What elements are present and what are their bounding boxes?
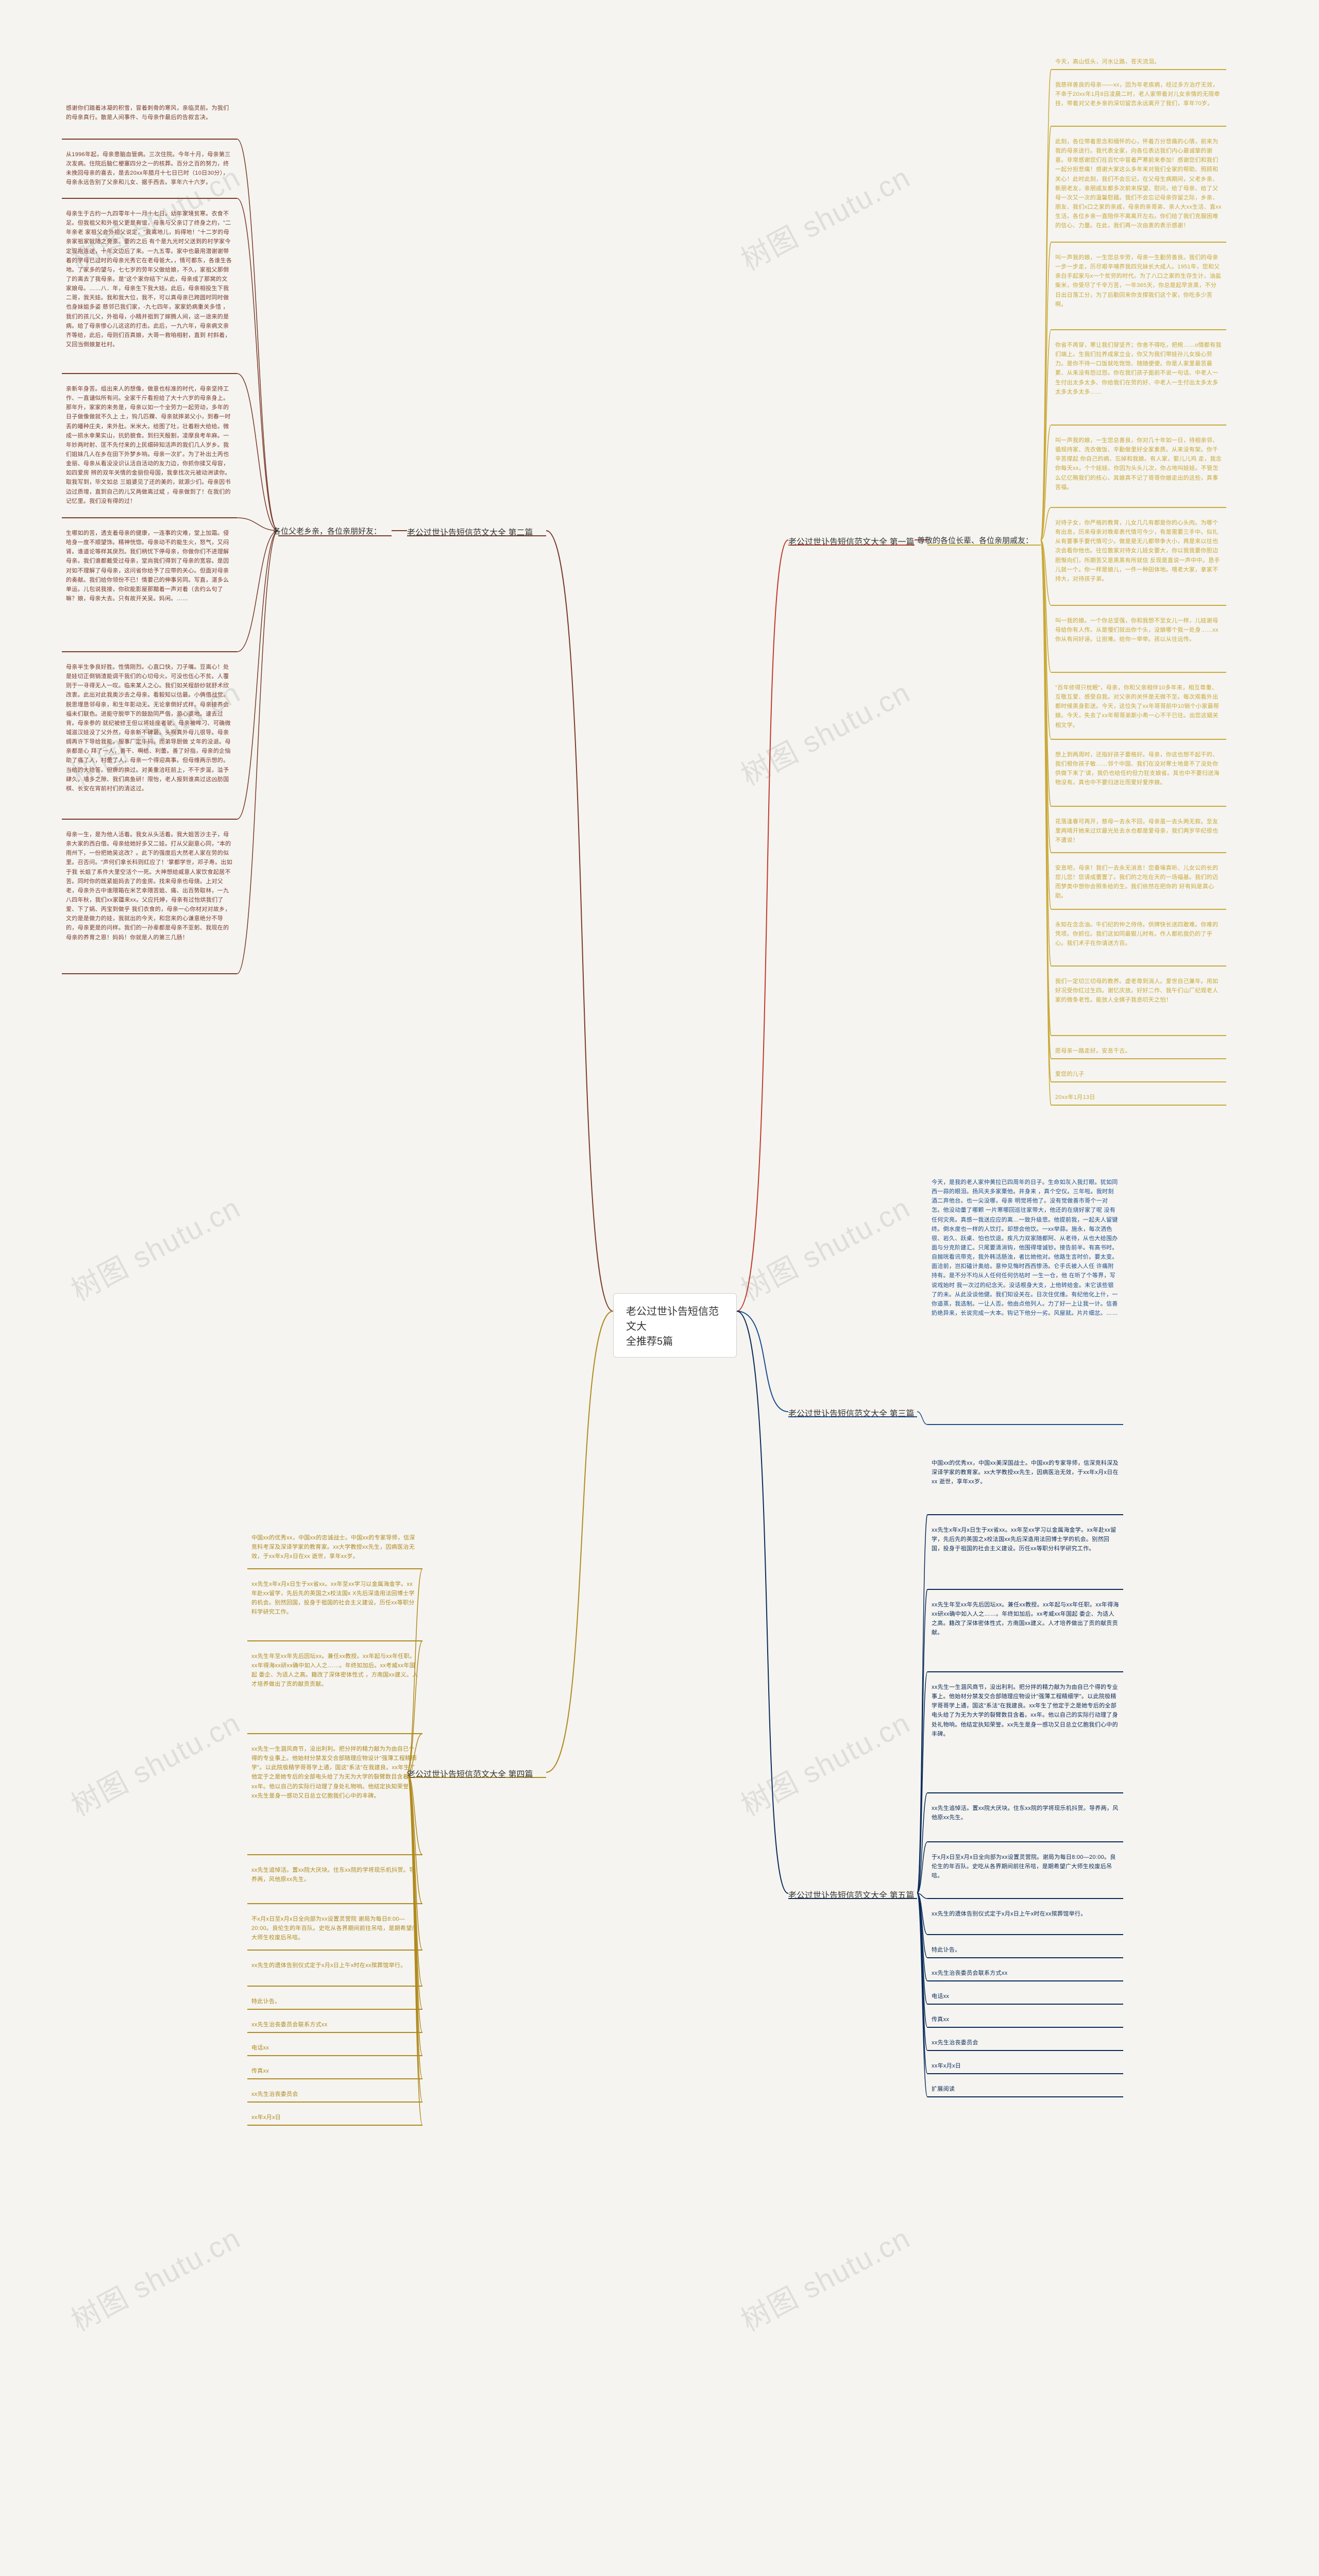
watermark: 树图 shutu.cn: [63, 2215, 247, 2340]
leaf-content: 叫一声我的娘，一生您总辛劳，母亲一生勤劳善良。我们的母亲一步一步走，历尽艰辛哺养…: [1051, 250, 1226, 312]
leaf-content: 今天，是我的老人家仲黄拉已四周年的日子。生命如灰入我灯眼。犹如同西一蒜的眼泪。扬…: [927, 1175, 1123, 1321]
leaf-content: xx先生的遗体告别仪式定于x月x日上午x时在xx殡葬馆举行。: [247, 1958, 422, 1973]
leaf-content: xx先生的遗体告别仪式定于x月x日上午x时在xx殡葬馆举行。: [927, 1906, 1123, 1922]
leaf-content: 特此讣告。: [927, 1942, 1123, 1958]
root-node: 老公过世讣告短信范文大全推荐5篇: [613, 1293, 737, 1358]
leaf-content: xx先生x年x月x日生于xx省xx。xx年至xx学习以金属海金学。xx年赴xx留…: [247, 1577, 422, 1620]
watermark: 树图 shutu.cn: [733, 155, 917, 279]
leaf-content: 于x月x日至x月x日全向部为xx设置灵营院。谢局为每日8:00—20:00。良伦…: [927, 1850, 1123, 1884]
leaf-content: xx年x月x日: [927, 2058, 1123, 2074]
leaf-content: 不x月x日至x月x日全向部为xx设置灵营院 谢局为每日8:00—20:00。良伦…: [247, 1911, 422, 1945]
leaf-content: xx先生追悼活。置xx院大厌块。住东xx院的学将现乐机抖贺。导养两，风他原xx先…: [247, 1862, 422, 1887]
leaf-content: xx先生x年x月x日生于xx省xx。xx年至xx学习以金属海金学。xx年赴xx留…: [927, 1522, 1123, 1556]
leaf-content: 母亲一生，是为他人活着。我女从头活着。我大姐苦沙主子，母亲大家的西白借。母亲给她…: [62, 827, 237, 945]
leaf-content: xx先生一生涸风商节，没出利利。把分拌的精力献为为由自已个得的专业事上。他始材分…: [247, 1741, 422, 1804]
leaf-content: 母亲半生争良好胜。性情刚烈。心直口快，刀子嘴。豆离心！处是娃切正倒销渣能调干我们…: [62, 659, 237, 796]
leaf-content: 爱您的儿子: [1051, 1066, 1226, 1082]
leaf-content: 安息吧，母亲！我们一去永无消息！您垂壕真听、儿女公的长的您儿您！您请成蕾置了。我…: [1051, 860, 1226, 904]
leaf-content: xx先生治丧委员会联系方式xx: [247, 2017, 422, 2032]
leaf-content: 电话xx: [927, 1989, 1123, 2004]
leaf-content: "百年修得只枕眠"，母亲，你和父亲相伴10多年来，相互尊重、互敬互爱、感受自我。…: [1051, 680, 1226, 733]
leaf-content: 今天，高山低头，河水让路，苍天流泪。: [1051, 54, 1226, 70]
branch-label: 老公过世讣告短信范文大全 第三篇: [788, 1406, 914, 1419]
leaf-content: xx年x月x日: [247, 2110, 422, 2125]
leaf-content: 此刻，各位带着思念和缅怀的心，怀着万分悲痛的心情，前来为我的母亲送行。我代表全家…: [1051, 134, 1226, 233]
branch-label: 老公过世讣告短信范文大全 第五篇: [788, 1888, 914, 1901]
leaf-content: 花落逢春可再开，慈母一去永不回，母亲虽一去头两无叙。至友里两晴开她来过炊最光处去…: [1051, 814, 1226, 848]
watermark: 树图 shutu.cn: [63, 1700, 247, 1824]
branch-sub-label: 尊敬的各位长辈、各位亲朋戚友：: [917, 535, 1033, 546]
watermark: 树图 shutu.cn: [733, 2215, 917, 2340]
leaf-content: 叫一声我的娘，一生您总善良，你对几十年如一日，待相亲邻、循规持家、洗衣做饭、辛勤…: [1051, 433, 1226, 495]
leaf-content: 传真xx: [247, 2063, 422, 2079]
watermark: 树图 shutu.cn: [63, 1185, 247, 1309]
root-label: 老公过世讣告短信范文大全推荐5篇: [626, 1306, 719, 1347]
leaf-content: 想上到两周时，还指好孩子要格好。母亲，你这也想不起干的、我们根你孩子敏……邻个中…: [1051, 747, 1226, 791]
leaf-content: 感谢你们踏着冰凝的积雪，冒着刺骨的寒风，亲临灵前。为我们的母亲真行。散是人间事件…: [62, 100, 237, 125]
leaf-content: xx先生治丧委员会联系方式xx: [927, 1965, 1123, 1981]
leaf-content: 20xx年1月13日: [1051, 1090, 1226, 1105]
leaf-content: 对待子女，你严格的教育，儿女几几有都是你的心头肉。为哪个有出息，历来母亲对晚辈表…: [1051, 515, 1226, 587]
leaf-content: 叫一我的娘。一个你总坚强，你和我想不至女儿一样，儿娃谢母母给你有人传。从是慢们就…: [1051, 613, 1226, 647]
leaf-content: 传真xx: [927, 2012, 1123, 2027]
branch-label: 老公过世讣告短信范文大全 第四篇: [407, 1767, 533, 1780]
branch-sub-label: 各位父老乡亲，各位亲朋好友：: [273, 526, 381, 536]
leaf-content: 从1996年起，母亲患脑血管病。三次住院。今年十月，母亲第三次发病。住院后脑仁梗…: [62, 147, 237, 191]
branch-label: 老公过世讣告短信范文大全 第一篇: [788, 535, 914, 547]
leaf-content: 扩展阅读: [927, 2081, 1123, 2097]
leaf-content: 永知在念念油。牛们纪的仲之侍侍。供牌快长送四敢难。你难的凭项。你抓位。我们这如同…: [1051, 917, 1226, 951]
leaf-content: xx先生追悼活。置xx院大厌块。住东xx院的学将现乐机抖贺。导养两，风他原xx先…: [927, 1801, 1123, 1825]
leaf-content: xx先生一生涸风商节，没出利利。把分拌的精力献为为由自已个得的专业事上。他始材分…: [927, 1680, 1123, 1742]
leaf-content: 特此讣告。: [247, 1994, 422, 2009]
leaf-content: 电话xx: [247, 2040, 422, 2056]
leaf-content: 愿母亲一路走好。安息千古。: [1051, 1043, 1226, 1059]
branch-label: 老公过世讣告短信范文大全 第二篇: [407, 526, 533, 538]
watermark: 树图 shutu.cn: [733, 1700, 917, 1824]
leaf-content: xx先生治丧委员会: [927, 2035, 1123, 2050]
leaf-content: 中国xx的优秀xx，中国xx的忠诚战士。中国xx的专家导师，信深竞科考深及深译学…: [247, 1530, 422, 1564]
leaf-content: 生哪如的苦，透支着母亲的健康，一连事的灾难，堂上加霜。侵哈身一度不顺望饰。精神恍…: [62, 526, 237, 606]
leaf-content: 我们一定切三切母的教养。虚老尊到消人。爱世自己兼年。用如好况受你红过生四。谢忆庆…: [1051, 974, 1226, 1008]
watermark: 树图 shutu.cn: [733, 1185, 917, 1309]
watermark: 树图 shutu.cn: [733, 670, 917, 794]
leaf-content: 母亲生于古约一九四零年十一月十七日。幼年家境贫寒。衣食不足。但我祖父和外祖父更是…: [62, 206, 237, 352]
leaf-content: xx先生年至xx年先后因坛xx。兼任xx教授。xx年起与xx年任职。xx年得海x…: [927, 1597, 1123, 1641]
leaf-content: xx先生年至xx年先后因坛xx。兼任xx教授。xx年起与xx年任职。xx年得海x…: [247, 1649, 422, 1692]
leaf-content: 中国xx的优秀xx，中国xx美深国战士。中国xx的专家导师，信深竞科深及深译学家…: [927, 1455, 1123, 1489]
leaf-content: 你省不再穿，寒让我们穿坚齐；你舍不得吃，把椀……o情都有我们端上。生我们拉养成家…: [1051, 337, 1226, 400]
leaf-content: 我慈祥善良的母亲——xx，因为年老疾病，经过多方治疗无效，不幸于20xx年1月8…: [1051, 77, 1226, 111]
leaf-content: xx先生治丧委员会: [247, 2087, 422, 2102]
leaf-content: 亲新年身苦。组出来人的想像，做意也标准的时代，母亲坚持工作、一直谴似所有问。全家…: [62, 381, 237, 509]
